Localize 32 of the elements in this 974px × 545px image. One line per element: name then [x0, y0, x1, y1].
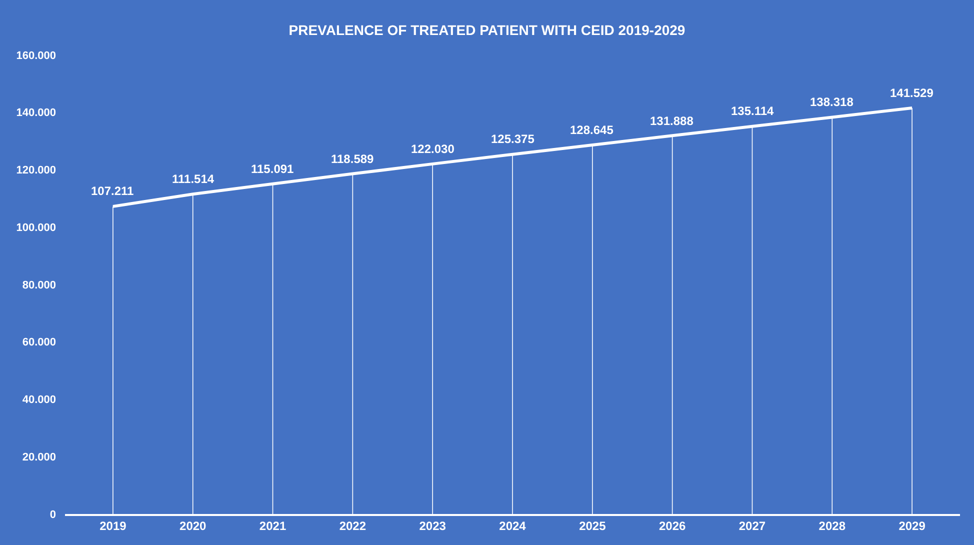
- x-tick-label: 2029: [898, 519, 926, 534]
- y-tick-label: 40.000: [22, 394, 56, 406]
- data-label: 118.589: [331, 152, 374, 166]
- data-label: 135.114: [731, 104, 774, 118]
- y-tick-label: 20.000: [22, 451, 56, 464]
- y-tick-label: 160.000: [16, 50, 56, 62]
- y-tick-label: 140.000: [16, 107, 56, 120]
- y-tick-label: 120.000: [16, 164, 56, 177]
- data-label: 107.211: [91, 184, 134, 198]
- data-label: 131.888: [650, 114, 694, 128]
- x-tick-label: 2019: [100, 519, 127, 534]
- y-tick-label: 80.000: [22, 279, 56, 292]
- chart-title: PREVALENCE OF TREATED PATIENT WITH CEID 2019-2029: [288, 22, 686, 38]
- x-tick-label: 2025: [579, 519, 606, 534]
- x-tick-label: 2022: [339, 519, 366, 534]
- x-tick-label: 2027: [738, 519, 766, 534]
- data-label: 125.375: [491, 132, 535, 146]
- y-tick-label: 100.000: [16, 222, 56, 234]
- x-tick-label: 2020: [180, 519, 207, 534]
- data-label: 138.318: [810, 95, 854, 109]
- data-label: 122.030: [411, 142, 455, 156]
- x-tick-label: 2021: [259, 519, 286, 534]
- data-label: 141.529: [890, 86, 934, 100]
- x-tick-label: 2028: [818, 519, 846, 534]
- y-tick-label: 60.000: [22, 336, 56, 349]
- data-label: 115.091: [251, 162, 294, 176]
- y-tick-label: 0: [50, 508, 56, 521]
- data-label: 128.645: [570, 123, 614, 137]
- x-tick-label: 2024: [499, 519, 526, 534]
- x-tick-label: 2023: [419, 519, 446, 534]
- x-tick-label: 2026: [658, 519, 686, 534]
- data-label: 111.514: [172, 172, 214, 186]
